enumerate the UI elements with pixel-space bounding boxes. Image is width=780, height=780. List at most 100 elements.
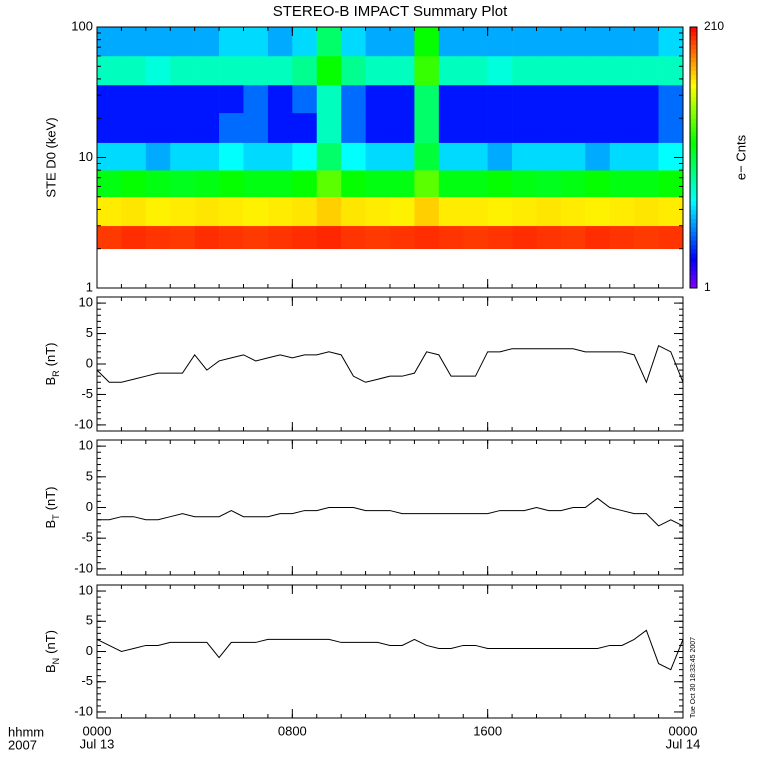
y-tick-label: 10 [79,295,93,310]
heat-cell [170,55,195,86]
heat-cell [292,84,318,114]
heat-cell [243,142,269,171]
heat-cell [219,27,244,57]
heat-cell [585,84,611,114]
heat-cell [145,170,171,198]
colorbar-slice [690,118,697,124]
heat-cell [487,196,513,227]
heat-cell [267,55,293,86]
colorbar-slice [690,157,697,163]
heat-cell [121,196,147,227]
y-tick-label: 10 [79,149,93,164]
heat-cell [463,55,488,86]
heat-cell [463,196,488,227]
heat-cell [170,170,195,198]
heat-cell [219,142,244,171]
colorbar-slice [690,96,697,102]
heat-cell [267,142,293,171]
heat-cell [170,84,195,114]
heat-cell [414,84,440,114]
heat-cell [219,84,244,114]
heat-cell [390,112,415,143]
heat-cell [560,225,586,250]
y-label-subscript: R [51,370,61,377]
y-tick-label: -10 [74,703,93,718]
heat-cell [438,112,464,143]
heat-cell [267,225,293,250]
y-axis-label: STE D0 (keV) [43,117,58,197]
heat-cell [243,170,269,198]
heat-cell [97,27,122,57]
heat-cell [512,55,537,86]
heat-cell [97,225,122,250]
heat-cell [365,142,391,171]
y-tick-label: 5 [86,325,93,340]
y-label-unit: (nT) [43,630,58,654]
heat-cell [341,55,366,86]
heat-cell [487,27,513,57]
heat-cell [414,142,440,171]
heat-cell [536,112,562,143]
heat-cell [414,196,440,227]
heat-cell [121,55,147,86]
heat-cell [438,55,464,86]
heat-cell [243,225,269,250]
colorbar-tick-label: 210 [704,19,724,33]
colorbar-slice [690,214,697,219]
heat-cell [145,142,171,171]
heat-cell [170,27,195,57]
heat-cell [512,84,537,114]
colorbar-slice [690,74,697,80]
heat-cell [194,112,220,143]
heat-cell [292,142,318,171]
colorbar-slice [690,105,697,111]
heat-cell [243,27,269,57]
heat-cell [560,112,586,143]
heat-cell [243,112,269,143]
heat-cell [585,196,611,227]
colorbar-slice [690,53,697,58]
heat-cell [97,55,122,86]
heat-cell [414,170,440,198]
heat-cell [292,27,318,57]
heat-cell [341,225,366,250]
x-axis-label: hhmm [8,724,44,739]
colorbar-slice [690,40,697,45]
heat-cell [194,196,220,227]
heat-cell [438,225,464,250]
heat-cell [341,84,366,114]
colorbar-slice [690,44,697,50]
heat-cell [121,225,147,250]
heat-cell [97,84,122,114]
heat-cell [463,170,488,198]
colorbar-slice [690,153,697,158]
y-tick-label: 0 [86,643,93,658]
x-tick-label: 0800 [278,723,307,738]
heat-cell [512,225,537,250]
heat-cell [512,112,537,143]
colorbar-slice [690,31,697,37]
y-tick-label: 5 [86,468,93,483]
colorbar-slice [690,35,697,41]
heat-cell [292,225,318,250]
colorbar-slice [690,257,697,263]
heat-cell [292,196,318,227]
y-tick-label: 100 [71,18,93,33]
y-tick-label: -5 [81,530,93,545]
heat-cell [512,170,537,198]
colorbar-slice [690,140,697,145]
heat-cell [365,27,391,57]
heat-cell [536,142,562,171]
colorbar-slice [690,183,697,189]
colorbar-slice [690,227,697,232]
heat-cell [634,112,659,143]
heat-cell [145,55,171,86]
colorbar-slice [690,161,697,167]
heat-cell [316,142,342,171]
heat-cell [536,55,562,86]
heat-cell [316,225,342,250]
heat-cell [585,27,611,57]
heat-cell [634,170,659,198]
heat-cell [536,196,562,227]
